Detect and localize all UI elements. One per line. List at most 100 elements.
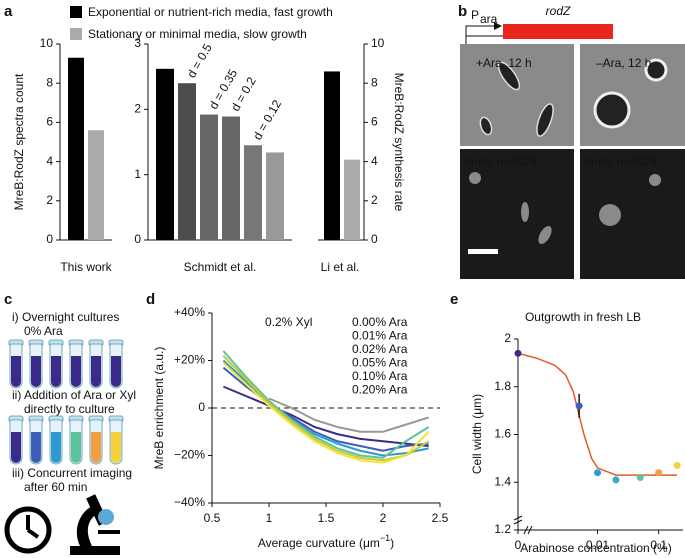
bar bbox=[68, 57, 84, 240]
series-line bbox=[222, 362, 430, 464]
tube-liquid bbox=[111, 432, 121, 463]
step-text: iii) Concurrent imaging bbox=[12, 466, 132, 480]
tube-liquid bbox=[71, 432, 81, 463]
bar bbox=[88, 130, 104, 240]
gene-box bbox=[503, 24, 613, 39]
tube-liquid bbox=[111, 356, 121, 387]
x-tick-label: 0.1 bbox=[650, 538, 667, 552]
micrographs bbox=[460, 44, 685, 279]
tubes bbox=[8, 339, 124, 465]
x-label-part: ) bbox=[390, 536, 394, 550]
x-label: Arabinose concentration (%) bbox=[520, 541, 671, 555]
bar-annotation: d = 0.5 bbox=[184, 41, 215, 80]
step-text: 0% Ara bbox=[24, 324, 63, 338]
clock-icon bbox=[4, 506, 52, 554]
legend-label: 0.01% Ara bbox=[352, 329, 408, 343]
y-tick-label: 0 bbox=[371, 232, 378, 246]
image-label: –Ara, 12 h bbox=[596, 56, 651, 70]
tube-liquid bbox=[51, 432, 61, 463]
y-tick-label: 1.2 bbox=[494, 522, 511, 536]
y-label: MreB:RodZ spectra count bbox=[12, 73, 26, 210]
legend-swatch bbox=[70, 6, 82, 18]
image-label: MreB-msfGFP bbox=[584, 155, 661, 169]
y-tick-label: 2 bbox=[46, 193, 53, 207]
legend-label: 0.05% Ara bbox=[352, 356, 408, 370]
point bbox=[655, 469, 663, 477]
chart-title: Outgrowth in fresh LB bbox=[525, 310, 641, 324]
panel-label: c bbox=[4, 291, 12, 308]
y-tick-label: 2 bbox=[371, 193, 378, 207]
y-tick-label: 4 bbox=[371, 154, 378, 168]
point bbox=[636, 473, 644, 481]
x-label-part: Average curvature (μm bbox=[258, 536, 380, 550]
cell bbox=[479, 116, 493, 136]
cell bbox=[593, 91, 631, 129]
bar bbox=[344, 159, 360, 240]
y-tick-label: 1.8 bbox=[494, 379, 511, 393]
legend-label: Stationary or minimal media, slow growth bbox=[88, 27, 307, 41]
bar bbox=[266, 152, 284, 240]
cell bbox=[521, 202, 529, 222]
y-tick-label: 4 bbox=[46, 154, 53, 168]
y-tick-label: 0 bbox=[46, 232, 53, 246]
promoter-sub: ara bbox=[480, 12, 498, 26]
cell bbox=[649, 174, 661, 186]
bar bbox=[222, 116, 240, 240]
series-line bbox=[222, 350, 430, 459]
panel-label: e bbox=[450, 291, 458, 308]
panel-label: a bbox=[4, 3, 13, 20]
y-tick-label: 8 bbox=[371, 75, 378, 89]
promoter-label: P bbox=[471, 8, 479, 22]
legend-label: 0.00% Ara bbox=[352, 315, 408, 329]
arrow-head bbox=[494, 22, 502, 30]
step-text: ii) Addition of Ara or Xyl bbox=[12, 388, 136, 402]
phase-image bbox=[580, 44, 685, 146]
y-label: MreB enrichment (a.u.) bbox=[152, 347, 166, 470]
bar bbox=[156, 68, 174, 241]
fluor-image bbox=[460, 149, 574, 279]
cell bbox=[497, 61, 521, 91]
x-tick-label: 2.5 bbox=[432, 511, 449, 525]
x-tick-label: 1 bbox=[266, 511, 273, 525]
y-tick-label: 1 bbox=[134, 167, 141, 181]
series-line bbox=[222, 355, 430, 462]
legend-label: 0.20% Ara bbox=[352, 383, 408, 397]
tube-liquid bbox=[51, 356, 61, 387]
legend-swatch bbox=[70, 28, 82, 40]
point bbox=[575, 402, 583, 410]
axis-break bbox=[513, 515, 523, 525]
x-label-part: −1 bbox=[380, 533, 390, 543]
point bbox=[673, 462, 681, 470]
gene-label: rodZ bbox=[546, 4, 571, 18]
bar bbox=[244, 145, 262, 240]
tube-liquid bbox=[91, 356, 101, 387]
y-tick-label: −20% bbox=[174, 448, 205, 462]
step-text: after 60 min bbox=[24, 480, 87, 494]
y-tick-label: 2 bbox=[134, 102, 141, 116]
x-label: This work bbox=[60, 260, 112, 274]
tube-liquid bbox=[91, 432, 101, 463]
y-tick-label: −40% bbox=[174, 495, 205, 509]
y-tick-label: 0 bbox=[134, 232, 141, 246]
step-text: i) Overnight cultures bbox=[12, 310, 119, 324]
x-label: Average curvature (μm−1) bbox=[258, 533, 394, 550]
bar bbox=[324, 71, 340, 240]
x-tick-label: 2 bbox=[380, 511, 387, 525]
tube-liquid bbox=[71, 356, 81, 387]
tube-liquid bbox=[31, 432, 41, 463]
y-tick-label: 0 bbox=[198, 400, 205, 414]
bar bbox=[178, 83, 196, 240]
axis-break bbox=[523, 525, 533, 535]
bar bbox=[200, 114, 218, 240]
y-tick-label: 6 bbox=[371, 115, 378, 129]
cell bbox=[644, 58, 668, 82]
cell bbox=[599, 204, 621, 226]
y-tick-label: +20% bbox=[174, 353, 205, 367]
x-tick-label: 1.5 bbox=[318, 511, 335, 525]
image-label: +Ara, 12 h bbox=[476, 56, 532, 70]
legend-label: Exponential or nutrient-rich media, fast… bbox=[88, 5, 333, 19]
y-label: MreB:RodZ synthesis rate bbox=[392, 73, 406, 212]
fit-curve bbox=[517, 352, 678, 476]
series-line bbox=[268, 397, 429, 433]
x-tick-label: 0.5 bbox=[204, 511, 221, 525]
